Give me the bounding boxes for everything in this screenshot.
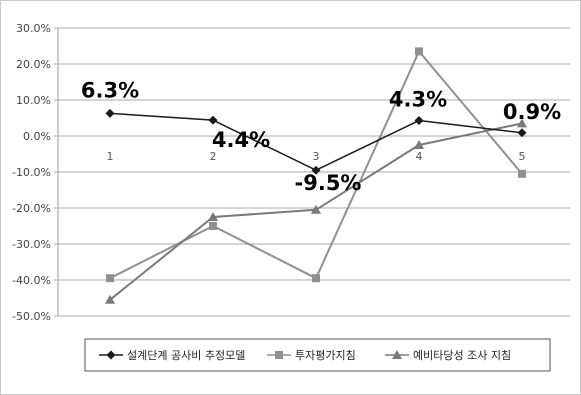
legend-label: 예비타당성 조사 지침 [413, 349, 511, 362]
x-tick-label: 2 [210, 150, 217, 163]
legend: 설계단계 공사비 추정모델 투자평가지침 예비타당성 조사 지침 [84, 338, 551, 372]
data-label: -9.5% [295, 171, 362, 195]
series-3 [105, 118, 527, 304]
data-point [105, 294, 115, 304]
series-1 [105, 108, 527, 175]
data-point [106, 350, 116, 360]
series-2 [106, 47, 526, 283]
legend-item: 예비타당성 조사 지침 [385, 349, 511, 362]
data-point [311, 165, 321, 175]
legend-label: 설계단계 공사비 추정모델 [127, 349, 245, 362]
legend-box [84, 338, 551, 372]
x-tick-label: 4 [416, 150, 423, 163]
y-tick-label: 0.0% [23, 130, 51, 143]
data-point [275, 351, 283, 359]
data-point [208, 212, 218, 221]
data-point [517, 128, 527, 138]
y-tick-label: 30.0% [16, 22, 51, 35]
x-tick-label: 5 [519, 150, 526, 163]
x-axis-ticks: 1 2 3 4 5 [107, 150, 526, 163]
data-point [517, 118, 527, 128]
legend-item: 투자평가지침 [267, 349, 356, 362]
legend-item: 설계단계 공사비 추정모델 [99, 349, 245, 362]
y-tick-label: 20.0% [16, 58, 51, 71]
series-lines [105, 47, 527, 304]
data-labels: 6.3% 4.4% -9.5% 4.3% 0.9% [81, 78, 561, 195]
x-tick-label: 3 [313, 150, 320, 163]
data-point [208, 115, 218, 125]
data-point [209, 222, 217, 230]
legend-label: 투자평가지침 [295, 349, 356, 362]
data-point [392, 350, 402, 359]
y-tick-label: -10.0% [12, 166, 51, 179]
data-point [311, 204, 321, 214]
y-axis-ticks: 30.0% 20.0% 10.0% 0.0% -10.0% -20.0% -30.0% -40… [12, 22, 51, 323]
data-point [105, 108, 115, 118]
y-tick-label: -50.0% [12, 310, 51, 323]
data-point [106, 274, 114, 283]
data-label: 4.3% [389, 88, 447, 112]
y-tick-label: 10.0% [16, 94, 51, 107]
y-tick-label: -30.0% [12, 238, 51, 251]
data-point [312, 274, 320, 283]
data-point [518, 169, 526, 178]
y-tick-label: -40.0% [12, 274, 51, 287]
data-label: 4.4% [212, 128, 270, 152]
y-tick-label: -20.0% [12, 202, 51, 215]
data-point [414, 116, 424, 126]
data-point [415, 47, 423, 56]
data-point [414, 140, 424, 149]
x-tick-label: 1 [107, 150, 114, 163]
data-label: 0.9% [503, 100, 561, 124]
data-label: 6.3% [81, 78, 139, 102]
